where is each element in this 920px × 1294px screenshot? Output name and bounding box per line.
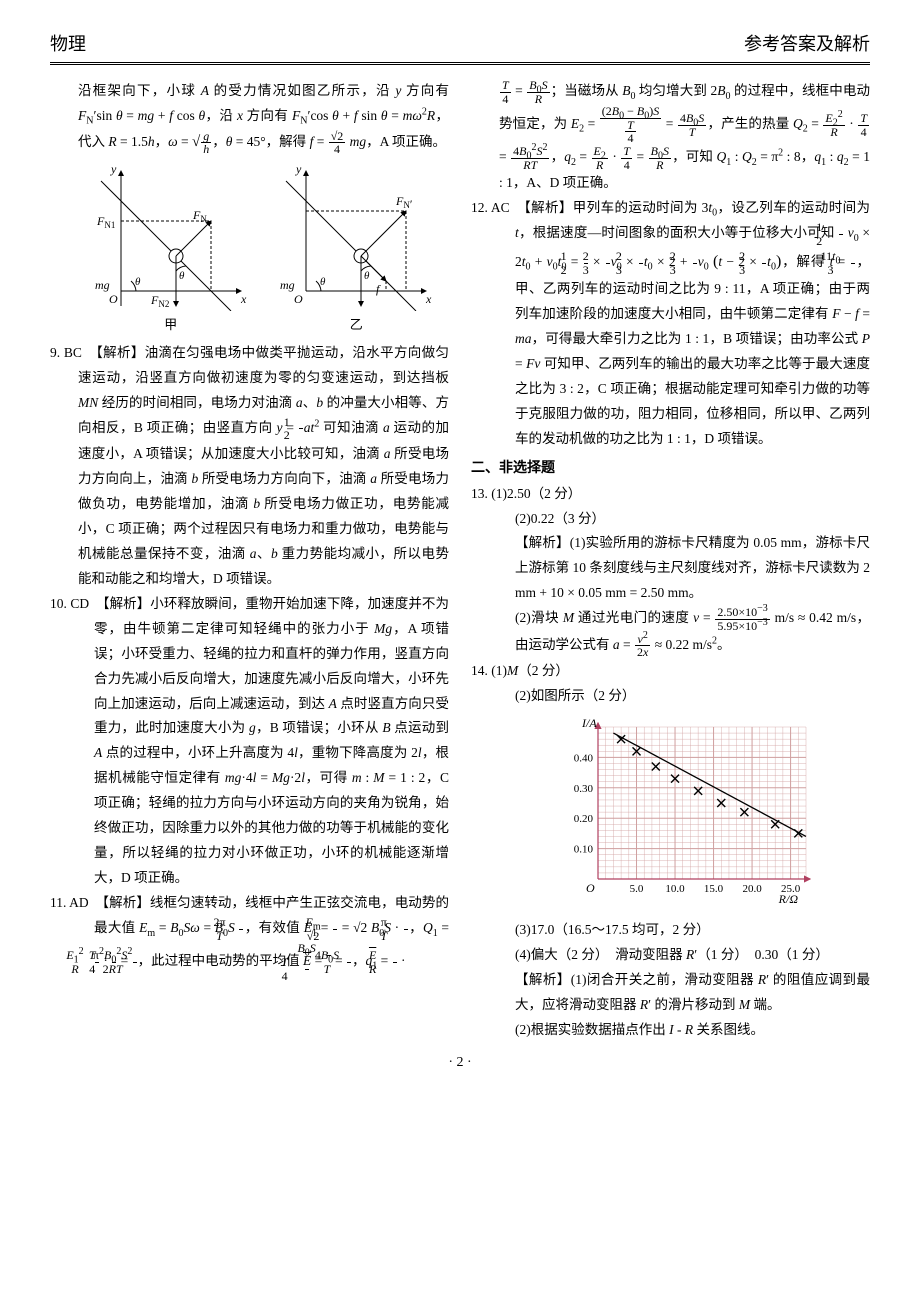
svg-text:θ: θ — [320, 276, 326, 288]
free-body-diagrams: x y O FN FN1 — [50, 161, 449, 337]
page-header: 物理 参考答案及解析 — [50, 30, 870, 65]
q14-1: 14. (1)M（2 分） — [471, 659, 870, 684]
svg-text:O: O — [294, 292, 303, 306]
svg-text:θ: θ — [179, 270, 185, 282]
svg-text:y: y — [110, 162, 117, 176]
q13-explain-2: (2)滑块 M 通过光电门的速度 v = 2.50×10−35.95×10−3 … — [471, 606, 870, 658]
q14-2: (2)如图所示（2 分） — [471, 684, 870, 709]
svg-text:0.30: 0.30 — [573, 783, 593, 795]
svg-text:θ: θ — [364, 270, 370, 282]
left-column: 沿框架向下，小球 A 的受力情况如图乙所示，沿 y 方向有 FN′sin θ =… — [50, 79, 449, 1043]
svg-text:O: O — [109, 292, 118, 306]
q11-part-b: T4 = B0SR；当磁场从 B0 均匀增大到 2B0 的过程中，线框中电动势恒… — [471, 79, 870, 196]
q9: 9. BC 【解析】油滴在匀强电场中做类平抛运动，沿水平方向做匀速运动，沿竖直方… — [50, 341, 449, 592]
diagram-jia-svg: x y O FN FN1 — [91, 161, 251, 311]
svg-text:y: y — [295, 162, 302, 176]
q11-part-a: 11. AD 【解析】线框匀速转动，线框中产生正弦交流电，电动势的最大值 Em … — [50, 891, 449, 982]
svg-text:FN: FN — [192, 208, 207, 224]
svg-text:15.0: 15.0 — [703, 883, 723, 895]
q14-3: (3)17.0（16.5～17.5 均可，2 分） — [471, 918, 870, 943]
q13-1: 13. (1)2.50（2 分） — [471, 482, 870, 507]
ir-chart: 5.010.015.020.025.00.100.200.300.40I/AR/… — [501, 715, 870, 914]
svg-text:0.10: 0.10 — [573, 843, 593, 855]
svg-text:x: x — [425, 292, 432, 306]
svg-text:FN′: FN′ — [395, 194, 413, 211]
svg-text:x: x — [240, 292, 247, 306]
q10: 10. CD 【解析】小环释放瞬间，重物开始加速下降，加速度并不为零，由牛顿第二… — [50, 592, 449, 892]
svg-text:0.20: 0.20 — [573, 813, 593, 825]
header-title: 参考答案及解析 — [744, 30, 870, 56]
q13-explain-1: 【解析】(1)实验所用的游标卡尺精度为 0.05 mm，游标卡尺上游标第 10 … — [471, 531, 870, 606]
right-column: T4 = B0SR；当磁场从 B0 均匀增大到 2B0 的过程中，线框中电动势恒… — [471, 79, 870, 1043]
diagram-jia: x y O FN FN1 — [91, 161, 251, 337]
page-number: · 2 · — [50, 1055, 870, 1071]
content-columns: 沿框架向下，小球 A 的受力情况如图乙所示，沿 y 方向有 FN′sin θ =… — [50, 79, 870, 1043]
diagram-yi-caption: 乙 — [276, 313, 436, 337]
svg-text:10.0: 10.0 — [665, 883, 685, 895]
q13-2: (2)0.22（3 分） — [471, 507, 870, 532]
svg-text:θ: θ — [135, 276, 141, 288]
svg-text:R/Ω: R/Ω — [777, 892, 798, 905]
diagram-jia-caption: 甲 — [91, 313, 251, 337]
svg-text:20.0: 20.0 — [742, 883, 762, 895]
svg-text:0.40: 0.40 — [573, 752, 593, 764]
svg-text:I/A: I/A — [581, 716, 597, 730]
q14-explain-2: (2)根据实验数据描点作出 I - R 关系图线。 — [471, 1018, 870, 1043]
ir-chart-svg: 5.010.015.020.025.00.100.200.300.40I/AR/… — [556, 715, 816, 905]
header-subject: 物理 — [50, 30, 86, 56]
svg-text:5.0: 5.0 — [629, 883, 643, 895]
svg-text:mg: mg — [280, 278, 295, 292]
svg-text:f: f — [376, 282, 381, 296]
svg-text:mg: mg — [95, 278, 110, 292]
svg-text:O: O — [586, 881, 595, 895]
svg-text:FN2: FN2 — [150, 293, 169, 309]
section-2-title: 二、非选择题 — [471, 456, 870, 482]
svg-text:FN1: FN1 — [96, 214, 115, 230]
diagram-yi: x y O FN′ f — [276, 161, 436, 337]
q12: 12. AC 【解析】甲列车的运动时间为 3t0，设乙列车的运动时间为 t，根据… — [471, 196, 870, 452]
q14-4: (4)偏大（2 分） 滑动变阻器 R′（1 分） 0.30（1 分） — [471, 943, 870, 968]
diagram-yi-svg: x y O FN′ f — [276, 161, 436, 311]
q8-continuation: 沿框架向下，小球 A 的受力情况如图乙所示，沿 y 方向有 FN′sin θ =… — [50, 79, 449, 157]
q14-explain-1: 【解析】(1)闭合开关之前，滑动变阻器 R′ 的阻值应调到最大，应将滑动变阻器 … — [471, 968, 870, 1018]
